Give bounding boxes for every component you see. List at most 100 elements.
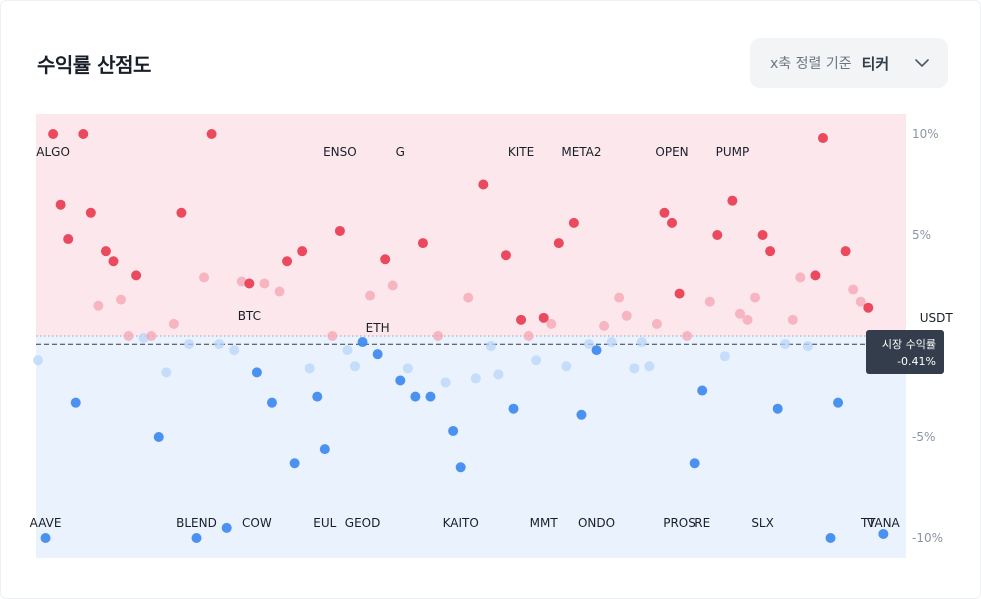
data-point[interactable] [214, 339, 225, 350]
data-point[interactable] [116, 294, 127, 305]
data-point[interactable] [742, 314, 753, 325]
data-point[interactable] [334, 225, 345, 236]
data-point[interactable] [357, 337, 368, 348]
data-point[interactable] [327, 331, 338, 341]
data-point[interactable] [236, 276, 247, 287]
data-point[interactable] [146, 331, 157, 341]
data-point[interactable] [500, 250, 511, 261]
data-point[interactable] [538, 312, 549, 323]
data-point[interactable] [259, 278, 270, 289]
data-point[interactable] [410, 391, 421, 402]
data-point[interactable] [855, 296, 866, 307]
data-point[interactable] [168, 318, 179, 329]
data-point[interactable] [463, 292, 474, 303]
data-point[interactable] [199, 272, 210, 283]
data-point[interactable] [478, 179, 489, 190]
data-point[interactable] [387, 280, 398, 291]
data-point[interactable] [531, 355, 542, 366]
data-point[interactable] [795, 272, 806, 283]
data-point[interactable] [516, 314, 527, 325]
data-point[interactable] [780, 339, 791, 350]
data-point[interactable] [448, 425, 459, 436]
data-point[interactable] [40, 533, 51, 543]
data-point[interactable] [629, 363, 640, 374]
data-point[interactable] [365, 290, 376, 301]
data-point[interactable] [667, 217, 678, 228]
data-point[interactable] [651, 318, 662, 329]
data-point[interactable] [206, 129, 217, 139]
data-point[interactable] [221, 522, 232, 533]
data-point[interactable] [757, 230, 768, 240]
data-point[interactable] [100, 246, 111, 257]
data-point[interactable] [229, 345, 240, 356]
data-point[interactable] [727, 195, 738, 206]
data-point[interactable] [561, 361, 572, 372]
data-point[interactable] [123, 331, 134, 341]
data-point[interactable] [274, 286, 285, 297]
data-point[interactable] [863, 302, 874, 313]
data-point[interactable] [636, 337, 647, 348]
data-point[interactable] [33, 355, 43, 366]
data-point[interactable] [848, 284, 859, 295]
data-point[interactable] [176, 207, 187, 218]
data-point[interactable] [485, 341, 496, 352]
data-point[interactable] [712, 230, 723, 240]
data-point[interactable] [523, 331, 534, 341]
data-point[interactable] [342, 345, 353, 356]
data-point[interactable] [297, 246, 308, 257]
data-point[interactable] [644, 361, 655, 372]
data-point[interactable] [833, 397, 844, 408]
data-point[interactable] [825, 533, 836, 543]
data-point[interactable] [576, 409, 587, 420]
data-point[interactable] [55, 199, 66, 210]
data-point[interactable] [131, 270, 142, 281]
data-point[interactable] [682, 331, 693, 341]
data-point[interactable] [689, 458, 700, 469]
data-point[interactable] [380, 254, 391, 265]
data-point[interactable] [244, 278, 255, 289]
data-point[interactable] [765, 246, 776, 257]
data-point[interactable] [304, 363, 315, 374]
data-point[interactable] [470, 373, 481, 384]
data-point[interactable] [455, 462, 466, 473]
data-point[interactable] [63, 234, 74, 245]
data-point[interactable] [583, 339, 594, 350]
data-point[interactable] [621, 310, 632, 321]
data-point[interactable] [591, 345, 602, 356]
data-point[interactable] [417, 238, 428, 249]
data-point[interactable] [289, 458, 300, 469]
data-point[interactable] [817, 133, 828, 144]
data-point[interactable] [251, 367, 262, 378]
data-point[interactable] [704, 296, 715, 307]
data-point[interactable] [93, 300, 104, 311]
data-point[interactable] [395, 375, 406, 386]
data-point[interactable] [85, 207, 96, 218]
data-point[interactable] [48, 129, 59, 139]
data-point[interactable] [493, 369, 504, 380]
data-point[interactable] [719, 351, 730, 362]
data-point[interactable] [138, 333, 149, 344]
data-point[interactable] [599, 320, 610, 331]
data-point[interactable] [606, 337, 617, 348]
data-point[interactable] [878, 528, 889, 539]
data-point[interactable] [282, 256, 293, 267]
data-point[interactable] [546, 318, 557, 329]
data-point[interactable] [70, 397, 81, 408]
data-point[interactable] [508, 403, 519, 414]
data-point[interactable] [266, 397, 277, 408]
data-point[interactable] [312, 391, 323, 402]
data-point[interactable] [161, 367, 172, 378]
data-point[interactable] [153, 432, 164, 442]
data-point[interactable] [772, 403, 783, 414]
data-point[interactable] [191, 533, 202, 543]
data-point[interactable] [734, 308, 745, 319]
data-point[interactable] [183, 339, 194, 350]
data-point[interactable] [440, 377, 451, 388]
data-point[interactable] [750, 292, 761, 303]
data-point[interactable] [425, 391, 436, 402]
data-point[interactable] [697, 385, 708, 396]
data-point[interactable] [810, 270, 821, 281]
data-point[interactable] [108, 256, 119, 267]
data-point[interactable] [614, 292, 625, 303]
data-point[interactable] [402, 363, 413, 374]
